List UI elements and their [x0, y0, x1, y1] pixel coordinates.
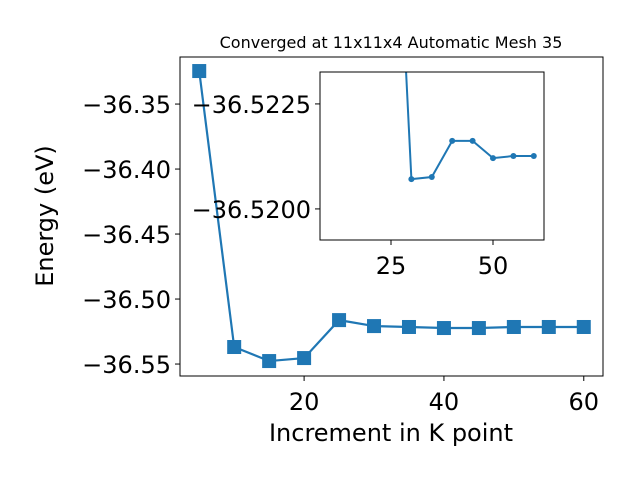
y-tick-label: −36.5225: [192, 91, 311, 119]
x-tick-label: 20: [289, 388, 320, 416]
marker: [541, 319, 556, 334]
x-tick-label: 50: [478, 252, 509, 280]
marker: [436, 321, 451, 336]
x-axis-label: Increment in K point: [269, 419, 513, 447]
marker: [449, 137, 456, 144]
axes-frame: [319, 71, 545, 241]
y-axis-label: Energy (eV): [31, 145, 59, 287]
y-tick-label: −36.40: [82, 156, 171, 184]
y-tick-label: −36.45: [82, 221, 171, 249]
x-tick-label: 40: [429, 388, 460, 416]
marker: [367, 319, 382, 334]
marker: [192, 64, 207, 79]
chart-title: Converged at 11x11x4 Automatic Mesh 35: [220, 33, 563, 52]
y-tick-label: −36.55: [82, 351, 171, 379]
marker: [506, 319, 521, 334]
marker: [576, 319, 591, 334]
marker: [510, 153, 517, 159]
marker: [401, 319, 416, 334]
marker: [332, 313, 347, 328]
axes-frame: [179, 56, 604, 377]
marker: [471, 321, 486, 336]
marker: [428, 174, 435, 180]
y-tick-label: −36.5200: [192, 196, 311, 224]
marker: [262, 354, 277, 369]
y-tick-label: −36.50: [82, 286, 171, 314]
marker: [489, 155, 496, 162]
marker: [297, 351, 312, 366]
marker: [530, 153, 537, 159]
plot-series: [192, 64, 591, 369]
y-tick-label: −36.35: [82, 91, 171, 119]
line: [405, 72, 534, 181]
x-tick-label: 60: [568, 388, 599, 416]
marker: [469, 137, 476, 144]
marker: [227, 340, 242, 355]
plot-series: [405, 72, 537, 183]
x-tick-label: 25: [376, 252, 407, 280]
marker: [408, 176, 415, 183]
